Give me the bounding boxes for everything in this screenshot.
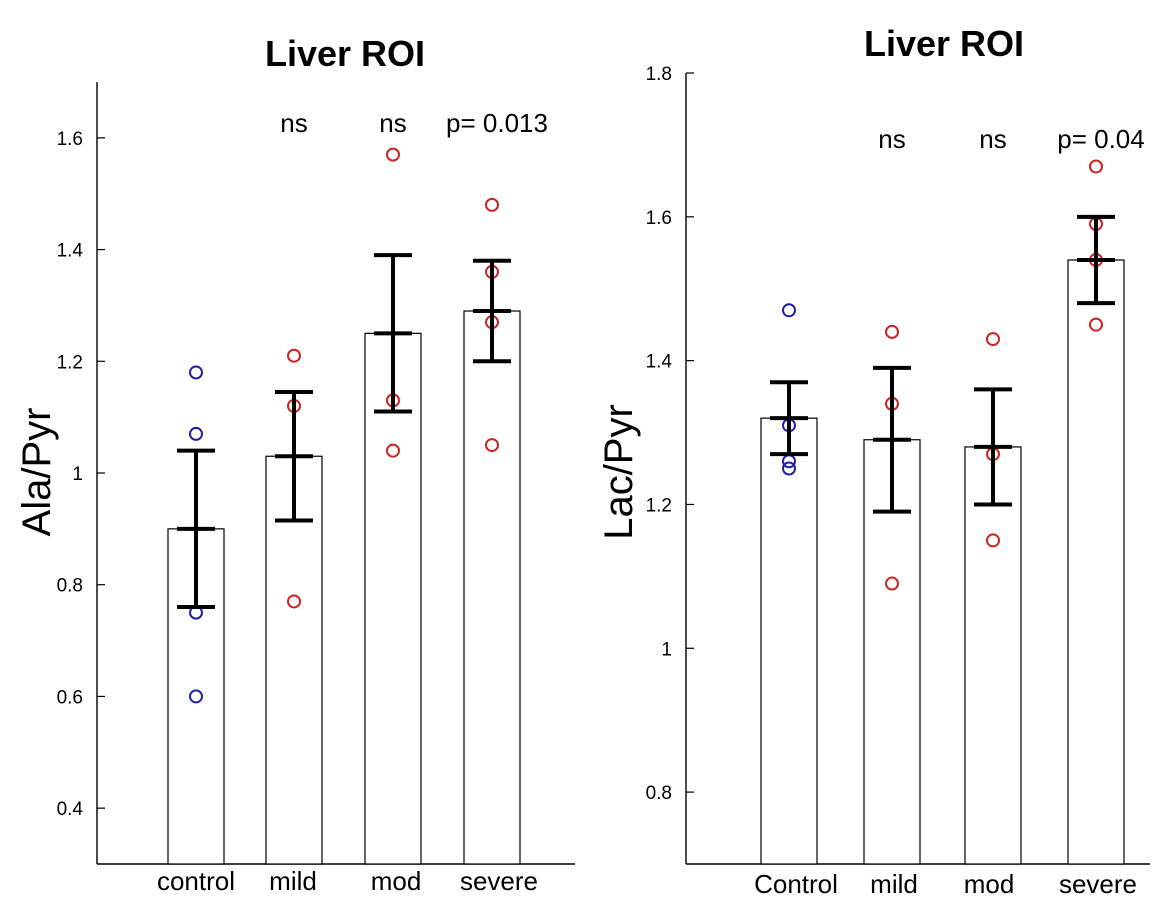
data-point-control	[189, 426, 203, 441]
y-tick-label: 1.4	[646, 352, 673, 373]
bar-severe	[463, 310, 521, 865]
y-tick-label: 1	[661, 639, 672, 660]
y-tick-label: 0.8	[646, 783, 672, 804]
bar-control	[760, 417, 818, 865]
chart1-ylabel: Ala/Pyr	[15, 408, 59, 537]
y-tick-label: 0.4	[57, 799, 84, 820]
data-point-severe	[485, 197, 499, 212]
data-point-control	[189, 689, 203, 704]
data-point-severe	[1089, 317, 1103, 332]
bar-mild	[265, 455, 323, 865]
y-tick-label: 0.8	[57, 576, 83, 597]
error-bar-control	[770, 380, 808, 457]
data-point-severe	[485, 438, 499, 453]
data-point-mild	[287, 594, 301, 609]
data-point-mild	[287, 348, 301, 363]
y-tick-label: 0.6	[57, 687, 83, 708]
error-bar-severe	[473, 258, 511, 364]
error-bar-mild	[873, 365, 911, 514]
chart-marks: 0.4 0.6 0.8 1 1.2 1.4 1.6 control mild mod severe n…	[57, 64, 1150, 899]
y-tick-label: 1.8	[646, 64, 672, 85]
data-point-mod	[386, 443, 400, 458]
error-bar-mild	[275, 390, 313, 523]
significance-label: ns	[379, 108, 406, 138]
y-tick-label: 1.2	[646, 495, 672, 516]
error-bar-control	[177, 448, 215, 610]
data-point-control	[189, 365, 203, 380]
significance-label: ns	[878, 124, 905, 154]
y-tick-label: 1.6	[57, 129, 83, 150]
chart2-ylabel: Lac/Pyr	[597, 404, 641, 540]
error-bar-severe	[1077, 214, 1115, 306]
y-tick-label: 1.4	[57, 241, 84, 262]
data-point-mild	[885, 324, 899, 339]
category-label-control: Control	[754, 869, 838, 899]
category-label-mod: mod	[371, 866, 422, 896]
category-label-severe: severe	[1059, 869, 1137, 899]
significance-label: ns	[979, 124, 1006, 154]
significance-label: p= 0.013	[446, 108, 548, 138]
data-point-control	[782, 461, 796, 476]
category-label-severe: severe	[460, 866, 538, 896]
category-label-control: control	[157, 866, 235, 896]
bar-severe	[1067, 259, 1125, 865]
y-tick-label: 1	[72, 464, 83, 485]
category-label-mod: mod	[964, 869, 1015, 899]
chart2: 0.8 1 1.2 1.4 1.6 1.8 Control mild mod severe ns ns…	[646, 64, 1150, 899]
category-label-mild: mild	[269, 866, 317, 896]
y-tick-label: 1.6	[646, 208, 672, 229]
data-point-severe	[1089, 159, 1103, 174]
chart1: 0.4 0.6 0.8 1 1.2 1.4 1.6 control mild mod severe n…	[57, 82, 575, 896]
y-tick-label: 1.2	[57, 352, 83, 373]
error-bar-mod	[974, 387, 1012, 507]
significance-label: p= 0.04	[1057, 124, 1144, 154]
data-point-mild	[885, 576, 899, 591]
category-label-mild: mild	[870, 869, 918, 899]
data-point-mod	[986, 533, 1000, 548]
bar-mod	[964, 446, 1022, 865]
data-point-mod	[986, 332, 1000, 347]
data-point-mod	[386, 147, 400, 162]
error-bar-mod	[374, 253, 412, 414]
significance-label: ns	[280, 108, 307, 138]
chart2-title: Liver ROI	[864, 23, 1024, 64]
bar-mod	[364, 332, 422, 865]
data-point-control	[782, 303, 796, 318]
chart1-title: Liver ROI	[265, 33, 425, 74]
